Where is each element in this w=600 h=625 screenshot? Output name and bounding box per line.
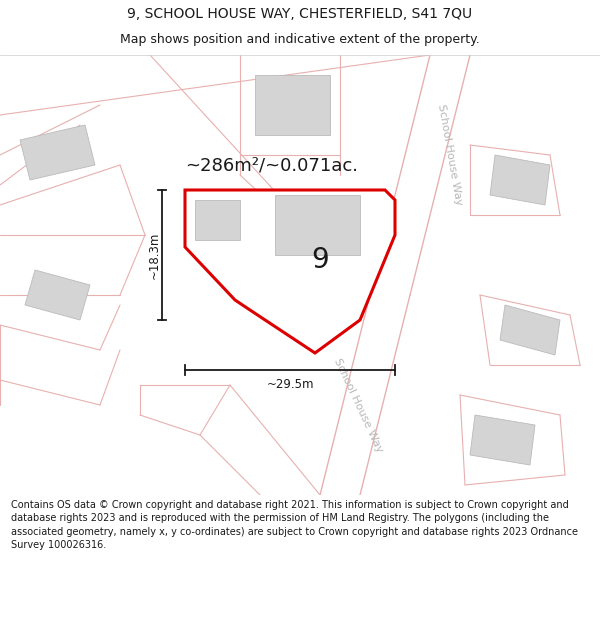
Text: School House Way: School House Way [436,104,464,206]
Text: 9, SCHOOL HOUSE WAY, CHESTERFIELD, S41 7QU: 9, SCHOOL HOUSE WAY, CHESTERFIELD, S41 7… [127,7,473,21]
Text: 9: 9 [311,246,329,274]
Polygon shape [490,155,550,205]
Text: ~286m²/~0.071ac.: ~286m²/~0.071ac. [185,156,358,174]
Text: ~18.3m: ~18.3m [148,231,161,279]
Text: ~29.5m: ~29.5m [266,378,314,391]
Polygon shape [470,415,535,465]
Polygon shape [185,190,395,353]
Polygon shape [500,305,560,355]
Polygon shape [275,195,360,255]
Polygon shape [255,75,330,135]
Text: Contains OS data © Crown copyright and database right 2021. This information is : Contains OS data © Crown copyright and d… [11,500,578,550]
Polygon shape [20,125,95,180]
Text: School House Way: School House Way [332,356,384,454]
Text: Map shows position and indicative extent of the property.: Map shows position and indicative extent… [120,33,480,46]
Polygon shape [25,270,90,320]
Polygon shape [195,200,240,240]
